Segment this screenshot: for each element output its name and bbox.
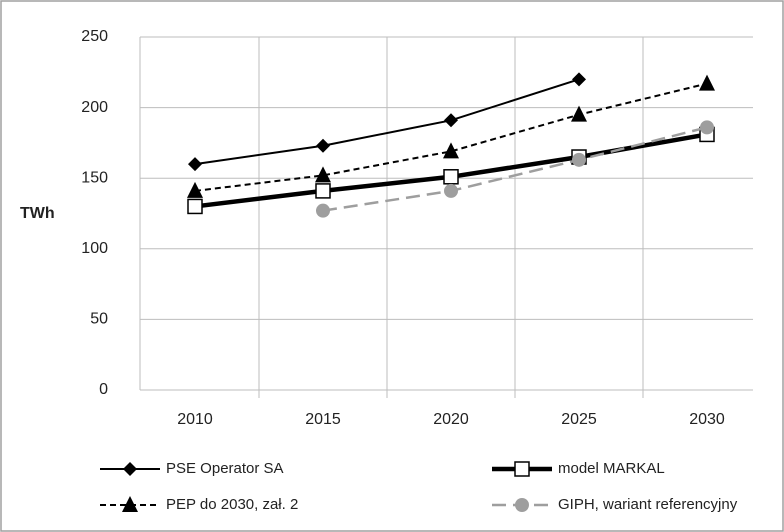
legend-item: PSE Operator SA (100, 460, 284, 477)
y-tick-label: 100 (81, 240, 108, 257)
marker (187, 198, 203, 215)
x-tick-label: 2025 (561, 411, 597, 428)
y-tick-label: 50 (90, 311, 108, 328)
legend-item: PEP do 2030, zał. 2 (100, 496, 298, 513)
marker (187, 181, 203, 198)
series-line (322, 126, 708, 212)
marker (443, 142, 459, 159)
y-tick-label: 150 (81, 169, 108, 186)
marker (700, 120, 714, 135)
marker (188, 157, 202, 172)
y-tick-label: 200 (81, 99, 108, 116)
marker (444, 113, 458, 128)
legend-label: GIPH, wariant referencyjny (558, 496, 738, 513)
legend-item: model MARKAL (492, 460, 665, 477)
x-tick-label: 2015 (305, 411, 341, 428)
marker (443, 169, 459, 185)
marker (572, 152, 586, 167)
marker (444, 183, 458, 198)
legend-marker (122, 496, 138, 512)
legend-marker (515, 498, 529, 512)
marker (315, 166, 331, 183)
legend-label: PSE Operator SA (166, 460, 284, 477)
series-line (194, 78, 580, 166)
x-tick-label: 2010 (177, 411, 213, 428)
y-axis-label: TWh (20, 205, 55, 222)
x-tick-label: 2020 (433, 411, 469, 428)
marker (316, 138, 330, 153)
y-tick-label: 250 (81, 28, 108, 45)
x-tick-label: 2030 (689, 411, 725, 428)
y-tick-label: 0 (99, 381, 108, 398)
marker (572, 72, 586, 87)
marker (699, 74, 715, 91)
legend-marker (123, 462, 137, 476)
marker (315, 183, 331, 199)
series-line (194, 82, 708, 192)
legend-label: model MARKAL (558, 460, 665, 477)
legend-item: GIPH, wariant referencyjny (492, 496, 738, 513)
marker (316, 203, 330, 218)
legend-marker (514, 461, 530, 477)
marker (571, 105, 587, 122)
legend-label: PEP do 2030, zał. 2 (166, 496, 298, 513)
